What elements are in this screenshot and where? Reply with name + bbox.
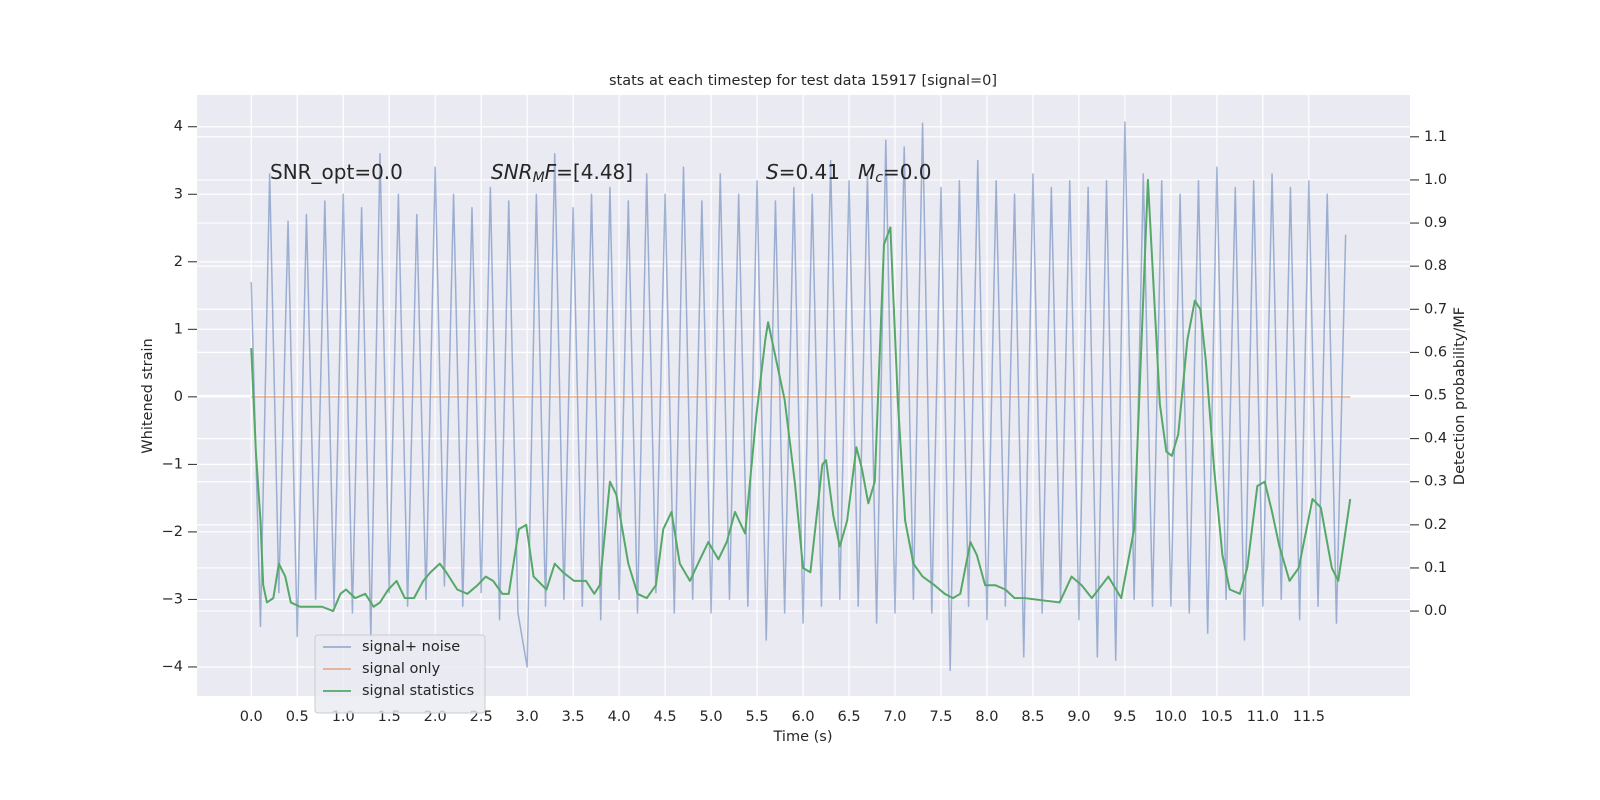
annotation-part: =0.0 [883,160,932,184]
series-line [250,178,1352,613]
y-tick-label: 2 [174,254,183,270]
annotation-part: SNR [491,160,533,184]
x-tick-label: 11.5 [1293,709,1325,725]
y-tick-label: −1 [162,456,183,472]
x-axis-label: Time (s) [773,729,833,745]
y2-tick-label: 0.5 [1424,388,1447,404]
y2-tick-label: 0.0 [1424,603,1447,619]
x-tick-label: 6.5 [837,709,860,725]
x-tick-label: 11.0 [1247,709,1279,725]
y2-tick-label: 0.7 [1424,301,1447,317]
x-tick-label: 10.0 [1155,709,1187,725]
x-tick-label: 9.5 [1113,709,1136,725]
legend: signal+ noise signal only signal statistic… [314,634,486,714]
legend-box [314,634,486,714]
annotation: Mc=0.0 [858,160,932,187]
x-tick-label: 3.0 [516,709,539,725]
plot-series [250,121,1352,672]
y2-tick-label: 0.1 [1424,560,1447,576]
y-tick-label: 0 [174,389,183,405]
series-line [250,121,1347,672]
x-tick-label: 4.0 [608,709,631,725]
y2-tick-label: 0.9 [1424,215,1447,231]
x-tick-label: 5.0 [700,709,723,725]
y-tick-label: 3 [174,186,183,202]
legend-label: signal statistics [362,683,474,699]
y2-tick-label: 0.6 [1424,344,1447,360]
y-tick-label: −4 [162,659,183,675]
x-tick-label: 0.5 [286,709,309,725]
annotation-part: M [858,160,875,184]
x-tick-label: 0.0 [240,709,263,725]
x-tick-label: 6.0 [792,709,815,725]
x-tick-label: 5.5 [746,709,769,725]
axes: 0.0 0.5 1.0 1.5 2.0 2.5 3.0 3.5 4.0 4.5 5.0 5.5 6.0 6… [162,119,1447,725]
legend-label: signal only [362,661,441,677]
annotation-part: c [875,170,883,186]
y-tick-label: 1 [174,321,183,337]
y2-tick-label: 1.1 [1424,129,1447,145]
y-tick-label: −2 [162,524,183,540]
x-tick-label: 8.5 [1021,709,1044,725]
annotation: SNRMF=[4.48] [491,160,633,187]
annotation-part: M [533,170,545,186]
annotation-part: =[4.48] [556,160,633,184]
x-tick-label: 10.5 [1201,709,1233,725]
y2-tick-label: 1.0 [1424,172,1447,188]
x-tick-label: 9.0 [1067,709,1090,725]
annotation: SNR_opt=0.0 [270,160,403,184]
annotations: SNR_opt=0.0 SNRMF=[4.48] S=0.41 Mc=0.0 [270,160,932,187]
y-tick-label: −3 [162,591,183,607]
chart-title: stats at each timestep for test data 159… [609,73,997,89]
x-tick-label: 7.0 [883,709,906,725]
annotation-part: =0.41 [779,160,840,184]
y2-axis-label: Detection probability/MF [1452,307,1468,485]
x-tick-label: 8.0 [975,709,998,725]
y-tick-label: 4 [174,119,183,135]
x-tick-label: 3.5 [562,709,585,725]
legend-label: signal+ noise [362,639,460,655]
annotation: S=0.41 [766,160,840,184]
x-tick-label: 7.5 [929,709,952,725]
y2-tick-label: 0.4 [1424,431,1447,447]
x-tick-label: 4.5 [654,709,677,725]
annotation-part: SNR_opt=0.0 [270,160,403,184]
annotation-part: F [545,160,557,184]
y2-tick-label: 0.8 [1424,258,1447,274]
y2-tick-label: 0.3 [1424,474,1447,490]
y-axis-label: Whitened strain [140,338,156,453]
annotation-part: S [766,160,779,184]
y2-tick-label: 0.2 [1424,517,1447,533]
